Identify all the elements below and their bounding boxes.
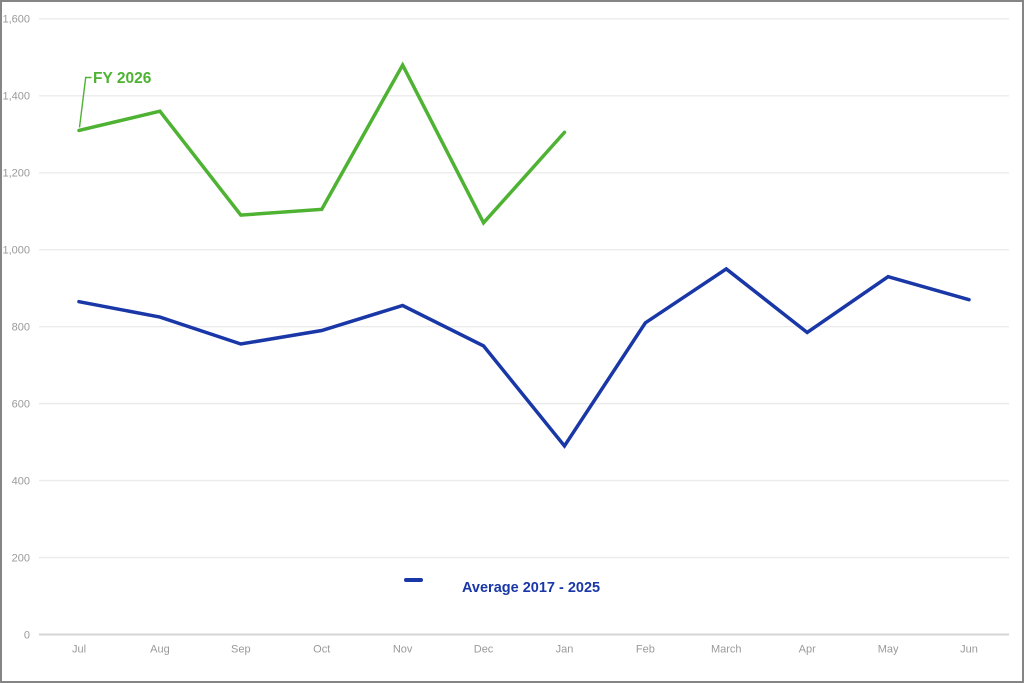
svg-text:Dec: Dec [474,644,494,656]
svg-text:Nov: Nov [393,644,413,656]
svg-text:1,000: 1,000 [2,245,30,257]
svg-text:Jun: Jun [960,644,978,656]
svg-text:1,400: 1,400 [2,91,30,103]
svg-text:200: 200 [12,552,30,564]
svg-text:600: 600 [12,398,30,410]
legend-line-swatch [404,578,423,582]
svg-text:Jul: Jul [72,644,86,656]
svg-text:1,600: 1,600 [2,14,30,26]
svg-text:400: 400 [12,475,30,487]
svg-text:Oct: Oct [313,644,330,656]
svg-text:March: March [711,644,742,656]
svg-text:0: 0 [24,629,30,641]
svg-text:1,200: 1,200 [2,168,30,180]
svg-text:Apr: Apr [799,644,816,656]
svg-text:May: May [878,644,899,656]
svg-text:Jan: Jan [556,644,574,656]
series-annotation-fy2026: FY 2026 [93,70,152,87]
svg-text:Aug: Aug [150,644,170,656]
svg-text:Feb: Feb [636,644,655,656]
legend-label-average: Average 2017 - 2025 [462,580,601,596]
svg-text:Sep: Sep [231,644,251,656]
svg-text:800: 800 [12,321,30,333]
